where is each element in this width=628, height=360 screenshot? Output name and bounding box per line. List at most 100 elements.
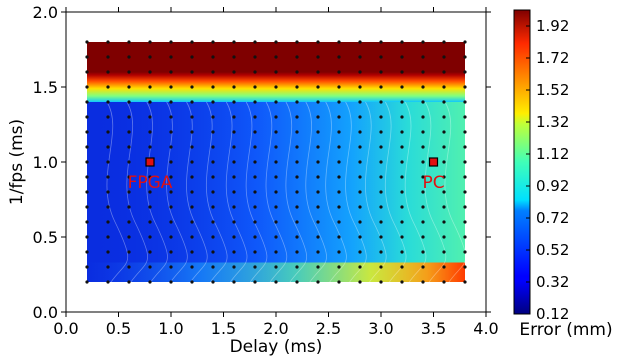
contour-line (285, 101, 308, 283)
sample-point (148, 280, 152, 284)
sample-point (358, 235, 362, 239)
sample-point (295, 145, 299, 149)
sample-point (316, 220, 320, 224)
x-axis-label: Delay (ms) (230, 337, 323, 357)
sample-point (400, 115, 404, 119)
sample-point (253, 235, 257, 239)
sample-point (232, 190, 236, 194)
sample-point (358, 70, 362, 74)
sample-point (274, 190, 278, 194)
sample-point (274, 115, 278, 119)
sample-point (463, 115, 467, 119)
sample-point (295, 40, 299, 44)
sample-point (379, 85, 383, 89)
sample-point (337, 40, 341, 44)
sample-point (274, 280, 278, 284)
sample-point (274, 160, 278, 164)
sample-point (295, 265, 299, 269)
sample-point (316, 100, 320, 104)
colorbar-tick-label: 0.12 (536, 305, 569, 323)
sample-point (253, 220, 257, 224)
sample-point (85, 175, 89, 179)
colorbar-tick-label: 1.72 (536, 49, 569, 67)
colorbar-tick-label: 1.52 (536, 81, 569, 99)
sample-point (337, 280, 341, 284)
sample-point (106, 265, 110, 269)
sample-point (400, 175, 404, 179)
sample-point (379, 40, 383, 44)
sample-point (463, 220, 467, 224)
sample-point (295, 205, 299, 209)
sample-point (106, 280, 110, 284)
x-axis: 0.0 0.5 1.0 1.5 2.0 2.5 3.0 3.5 4.0 (53, 7, 499, 338)
sample-point (232, 100, 236, 104)
sample-point (127, 205, 131, 209)
sample-point (442, 250, 446, 254)
sample-point (190, 55, 194, 59)
sample-point (337, 70, 341, 74)
sample-point (421, 280, 425, 284)
sample-point (295, 220, 299, 224)
sample-point (295, 190, 299, 194)
colorbar-tick-label: 1.32 (536, 113, 569, 131)
sample-point (148, 265, 152, 269)
sample-point (232, 85, 236, 89)
sample-point (253, 250, 257, 254)
sample-point (148, 70, 152, 74)
sample-point (295, 160, 299, 164)
sample-point (358, 115, 362, 119)
sample-point (253, 205, 257, 209)
sample-point (85, 130, 89, 134)
sample-point (337, 115, 341, 119)
sample-point (400, 145, 404, 149)
sample-point (232, 220, 236, 224)
sample-point (253, 70, 257, 74)
sample-point (337, 55, 341, 59)
sample-point (85, 205, 89, 209)
contour-line (126, 101, 148, 283)
sample-point (106, 160, 110, 164)
sample-point (442, 175, 446, 179)
heat-bottom-band (87, 262, 465, 282)
sample-point (274, 40, 278, 44)
sample-point (85, 235, 89, 239)
sample-point (400, 220, 404, 224)
sample-point (211, 175, 215, 179)
sample-point (421, 235, 425, 239)
sample-point (442, 280, 446, 284)
marker-label-fpga: FPGA (128, 173, 173, 193)
sample-point (295, 130, 299, 134)
contour-line (106, 101, 129, 283)
sample-point (442, 160, 446, 164)
sample-point (295, 55, 299, 59)
sample-point (148, 85, 152, 89)
sample-point (274, 235, 278, 239)
sample-point (274, 175, 278, 179)
sample-point (232, 265, 236, 269)
x-tick-label: 0.5 (106, 319, 131, 338)
sample-point (190, 220, 194, 224)
sample-point (463, 100, 467, 104)
colorbar-tick-label: 1.12 (536, 145, 569, 163)
sample-point (169, 235, 173, 239)
sample-point (211, 280, 215, 284)
sample-point (148, 40, 152, 44)
sample-point (211, 100, 215, 104)
sample-point (169, 100, 173, 104)
sample-point (337, 85, 341, 89)
sample-point (127, 100, 131, 104)
sample-point (463, 55, 467, 59)
sample-point (358, 205, 362, 209)
sample-point (442, 55, 446, 59)
sample-point (463, 235, 467, 239)
sample-point (442, 70, 446, 74)
sample-point (295, 70, 299, 74)
sample-point (295, 175, 299, 179)
sample-point (190, 115, 194, 119)
sample-point (316, 130, 320, 134)
sample-point (274, 205, 278, 209)
sample-point (463, 70, 467, 74)
sample-point (85, 145, 89, 149)
marker-pc (428, 157, 439, 167)
